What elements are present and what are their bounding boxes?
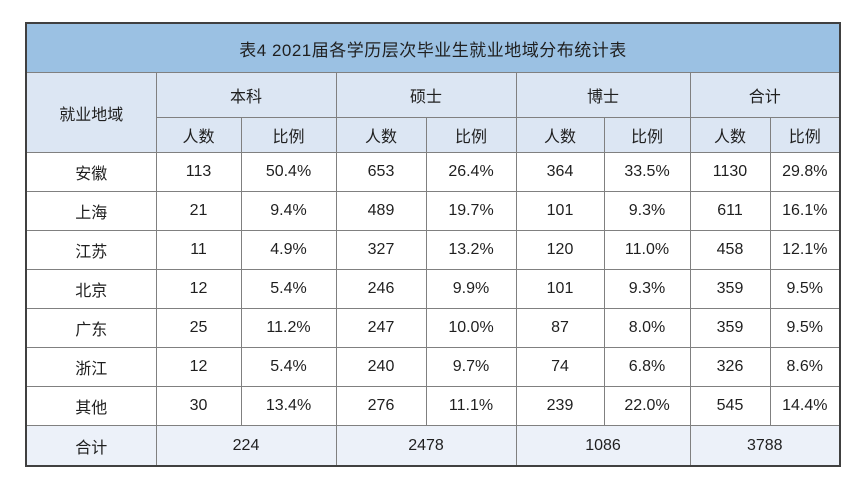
ratio-cell: 8.6%: [769, 347, 841, 387]
region-cell: 江苏: [25, 230, 157, 270]
ratio-cell: 29.8%: [769, 152, 841, 192]
table-footer-row: 合计 224 2478 1086 3788: [25, 425, 841, 467]
subheader-count: 人数: [689, 117, 771, 153]
region-column-header: 就业地域: [25, 72, 157, 153]
region-cell: 浙江: [25, 347, 157, 387]
count-cell: 611: [689, 191, 771, 231]
count-cell: 359: [689, 269, 771, 309]
ratio-cell: 11.0%: [603, 230, 691, 270]
count-cell: 30: [155, 386, 242, 426]
subheader-ratio: 比例: [240, 117, 337, 153]
subheader-ratio: 比例: [769, 117, 841, 153]
region-cell: 安徽: [25, 152, 157, 192]
count-cell: 276: [335, 386, 427, 426]
table-title: 表4 2021届各学历层次毕业生就业地域分布统计表: [25, 22, 841, 73]
count-cell: 12: [155, 269, 242, 309]
count-cell: 240: [335, 347, 427, 387]
ratio-cell: 9.4%: [240, 191, 337, 231]
ratio-cell: 13.2%: [425, 230, 517, 270]
count-cell: 101: [515, 191, 605, 231]
count-cell: 74: [515, 347, 605, 387]
subheader-ratio: 比例: [603, 117, 691, 153]
ratio-cell: 9.5%: [769, 308, 841, 348]
count-cell: 25: [155, 308, 242, 348]
group-header-row: 就业地域 本科 硕士 博士 合计: [25, 72, 841, 153]
count-cell: 11: [155, 230, 242, 270]
region-cell: 北京: [25, 269, 157, 309]
group-header-bachelor: 本科: [155, 72, 337, 118]
count-cell: 120: [515, 230, 605, 270]
count-cell: 101: [515, 269, 605, 309]
footer-total-overall: 3788: [689, 425, 841, 467]
ratio-cell: 9.5%: [769, 269, 841, 309]
sub-header-row: 人数 比例 人数 比例 人数 比例 人数 比例: [26, 117, 841, 153]
group-header-master: 硕士: [335, 72, 517, 118]
count-cell: 458: [689, 230, 771, 270]
ratio-cell: 19.7%: [425, 191, 517, 231]
table-row: 其他 30 13.4% 276 11.1% 239 22.0% 545 14.4…: [25, 386, 841, 426]
table-row: 北京 12 5.4% 246 9.9% 101 9.3% 359 9.5%: [25, 269, 841, 309]
count-cell: 489: [335, 191, 427, 231]
count-cell: 653: [335, 152, 427, 192]
ratio-cell: 9.9%: [425, 269, 517, 309]
region-cell: 广东: [25, 308, 157, 348]
count-cell: 1130: [689, 152, 771, 192]
count-cell: 326: [689, 347, 771, 387]
count-cell: 113: [155, 152, 242, 192]
ratio-cell: 50.4%: [240, 152, 337, 192]
subheader-ratio: 比例: [425, 117, 517, 153]
ratio-cell: 9.3%: [603, 269, 691, 309]
table-title-row: 表4 2021届各学历层次毕业生就业地域分布统计表: [25, 22, 841, 73]
ratio-cell: 6.8%: [603, 347, 691, 387]
ratio-cell: 8.0%: [603, 308, 691, 348]
count-cell: 12: [155, 347, 242, 387]
subheader-count: 人数: [155, 117, 242, 153]
ratio-cell: 16.1%: [769, 191, 841, 231]
count-cell: 21: [155, 191, 242, 231]
ratio-cell: 13.4%: [240, 386, 337, 426]
ratio-cell: 9.3%: [603, 191, 691, 231]
ratio-cell: 11.2%: [240, 308, 337, 348]
ratio-cell: 33.5%: [603, 152, 691, 192]
group-header-doctor: 博士: [515, 72, 691, 118]
count-cell: 545: [689, 386, 771, 426]
ratio-cell: 11.1%: [425, 386, 517, 426]
subheader-count: 人数: [515, 117, 605, 153]
footer-total-master: 2478: [335, 425, 517, 467]
count-cell: 247: [335, 308, 427, 348]
region-cell: 上海: [25, 191, 157, 231]
table-row: 安徽 113 50.4% 653 26.4% 364 33.5% 1130 29…: [25, 152, 841, 192]
ratio-cell: 10.0%: [425, 308, 517, 348]
table-row: 江苏 11 4.9% 327 13.2% 120 11.0% 458 12.1%: [25, 230, 841, 270]
table-row: 浙江 12 5.4% 240 9.7% 74 6.8% 326 8.6%: [25, 347, 841, 387]
count-cell: 364: [515, 152, 605, 192]
region-cell: 其他: [25, 386, 157, 426]
employment-region-table: 表4 2021届各学历层次毕业生就业地域分布统计表 就业地域 本科 硕士 博士 …: [25, 22, 842, 467]
footer-total-doctor: 1086: [515, 425, 691, 467]
footer-label: 合计: [25, 425, 157, 467]
ratio-cell: 22.0%: [603, 386, 691, 426]
count-cell: 327: [335, 230, 427, 270]
ratio-cell: 26.4%: [425, 152, 517, 192]
ratio-cell: 14.4%: [769, 386, 841, 426]
subheader-count: 人数: [335, 117, 427, 153]
count-cell: 246: [335, 269, 427, 309]
ratio-cell: 5.4%: [240, 269, 337, 309]
count-cell: 87: [515, 308, 605, 348]
ratio-cell: 5.4%: [240, 347, 337, 387]
ratio-cell: 4.9%: [240, 230, 337, 270]
footer-total-bachelor: 224: [155, 425, 337, 467]
count-cell: 239: [515, 386, 605, 426]
ratio-cell: 9.7%: [425, 347, 517, 387]
group-header-total: 合计: [689, 72, 841, 118]
table-row: 上海 21 9.4% 489 19.7% 101 9.3% 611 16.1%: [25, 191, 841, 231]
count-cell: 359: [689, 308, 771, 348]
ratio-cell: 12.1%: [769, 230, 841, 270]
table-row: 广东 25 11.2% 247 10.0% 87 8.0% 359 9.5%: [25, 308, 841, 348]
